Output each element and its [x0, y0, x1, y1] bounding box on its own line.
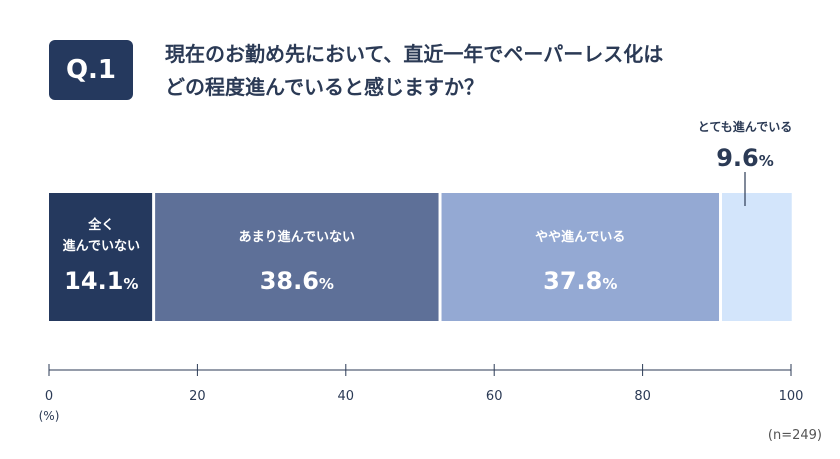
sample-size-label: (n=249) [767, 428, 822, 443]
x-tick-label-100: 100 [779, 389, 804, 404]
question-line-2: どの程度進んでいると感じますか？ [165, 75, 484, 99]
question-text: 現在のお勤め先において、直近一年でペーパーレス化は どの程度進んでいると感じます… [165, 38, 663, 104]
segment-label-3: やや進んでいる [535, 229, 625, 245]
bar-segment-3 [441, 193, 720, 321]
question-line-1: 現在のお勤め先において、直近一年でペーパーレス化は [165, 42, 664, 66]
value-label-4: 9.6% [716, 144, 774, 172]
bar-segment-2 [155, 193, 439, 321]
segment-label-1: 全く [87, 217, 114, 233]
x-tick-label-80: 80 [634, 389, 651, 404]
x-axis-unit-label: (%) [39, 409, 60, 423]
value-label-1: 14.1% [64, 267, 138, 295]
value-label-3: 37.8% [543, 267, 617, 295]
question-badge: Q.1 [49, 40, 133, 100]
segment-label-2: あまり進んでいない [239, 229, 355, 245]
value-label-2: 38.6% [260, 267, 334, 295]
bar-segment-4 [722, 193, 792, 321]
bar-segment-1 [49, 193, 153, 321]
segment-label-4: とても進んでいる [698, 119, 792, 134]
segment-label-1: 進んでいない [63, 238, 140, 254]
x-tick-label-20: 20 [189, 389, 206, 404]
x-tick-label-60: 60 [486, 389, 503, 404]
x-tick-label-0: 0 [45, 389, 53, 404]
x-tick-label-40: 40 [338, 389, 355, 404]
